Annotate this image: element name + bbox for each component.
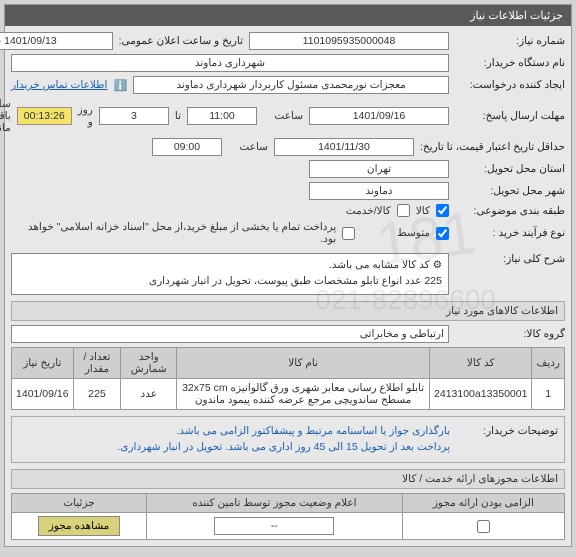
req-no-field: 1101095935000048 bbox=[249, 32, 449, 50]
buyer-note-label: توضیحات خریدار: bbox=[458, 423, 558, 457]
budget-opt2: کالا/خدمت bbox=[346, 205, 391, 217]
perm-table: الزامی بودن ارائه مجوزاعلام وضعیت مجوز ت… bbox=[11, 493, 565, 540]
goods-section-title: اطلاعات کالاهای مورد نیاز bbox=[11, 301, 565, 321]
group-label: گروه کالا: bbox=[455, 328, 565, 340]
buyer-note-box: توضیحات خریدار: بارگذاری جواز یا اساسنام… bbox=[11, 416, 565, 464]
goods-col: تاریخ نیاز bbox=[12, 347, 74, 378]
perm-required-chk[interactable] bbox=[477, 520, 490, 533]
contact-link[interactable]: اطلاعات تماس خریدار bbox=[11, 79, 107, 91]
days-field: 3 bbox=[99, 107, 169, 125]
remain-label: ساعت باقی مانده bbox=[0, 98, 11, 134]
pub-date-label: تاریخ و ساعت اعلان عمومی: bbox=[119, 35, 243, 47]
countdown: 00:13:26 bbox=[17, 107, 72, 125]
group-value: ارتباطی و مخابراتی bbox=[11, 325, 449, 343]
main-panel: جزئیات اطلاعات نیاز شماره نیاز: 11010959… bbox=[4, 4, 572, 547]
budget-chk2[interactable] bbox=[397, 204, 410, 217]
budget-chk1[interactable] bbox=[436, 204, 449, 217]
time-label-1: ساعت bbox=[263, 110, 303, 122]
info-icon: ℹ️ bbox=[113, 79, 127, 92]
process-note: پرداخت تمام یا بخشی از مبلغ خرید،از محل … bbox=[11, 221, 336, 245]
days-to: تا bbox=[175, 110, 181, 122]
deliv-prov-label: استان محل تحویل: bbox=[455, 163, 565, 175]
budget-label: طبقه بندی موضوعی: bbox=[455, 205, 565, 217]
process-opt1: متوسط bbox=[397, 227, 430, 239]
validity-label: حداقل تاریخ اعتبار قیمت، تا تاریخ: bbox=[420, 141, 565, 153]
deliv-city-label: شهر محل تحویل: bbox=[455, 185, 565, 197]
perm-status: -- bbox=[214, 517, 334, 535]
desc-icon-text: کد کالا مشابه می باشد. bbox=[329, 259, 430, 271]
creator-label: ایجاد کننده درخواست: bbox=[455, 79, 565, 91]
panel-title: جزئیات اطلاعات نیاز bbox=[5, 5, 571, 26]
deliv-city: دماوند bbox=[309, 182, 449, 200]
req-no-label: شماره نیاز: bbox=[455, 35, 565, 47]
validity-time: 09:00 bbox=[152, 138, 222, 156]
deadline-time: 11:00 bbox=[187, 107, 257, 125]
perm-col: الزامی بودن ارائه مجوز bbox=[402, 494, 564, 513]
deadline-date: 1401/09/16 bbox=[309, 107, 449, 125]
perm-col: جزئیات bbox=[12, 494, 147, 513]
buyer-label: نام دستگاه خریدار: bbox=[455, 57, 565, 69]
deliv-prov: تهران bbox=[309, 160, 449, 178]
process-chk2[interactable] bbox=[342, 227, 355, 240]
days-after: روز و bbox=[78, 104, 93, 128]
process-label: نوع فرآیند خرید : bbox=[455, 227, 565, 239]
process-chk1[interactable] bbox=[436, 227, 449, 240]
goods-col: نام کالا bbox=[177, 347, 430, 378]
goods-col: کد کالا bbox=[430, 347, 532, 378]
perm-row: -- مشاهده مجوز bbox=[12, 513, 565, 540]
buyer-field: شهرداری دماوند bbox=[11, 54, 449, 72]
desc-box: ⚙ کد کالا مشابه می باشد. 225 عدد انواع ت… bbox=[11, 253, 449, 295]
budget-opt1: کالا bbox=[416, 205, 430, 217]
time-label-2: ساعت bbox=[228, 141, 268, 153]
goods-table: ردیفکد کالانام کالاواحد شمارشتعداد / مقد… bbox=[11, 347, 565, 410]
perm-section-title: اطلاعات مجوزهای ارائه خدمت / کالا bbox=[11, 469, 565, 489]
desc-label: شرح کلی نیاز: bbox=[455, 253, 565, 265]
pub-date-field: 1401/09/13 - 10:40 bbox=[0, 32, 113, 50]
validity-date: 1401/11/30 bbox=[274, 138, 414, 156]
buyer-note-text: بارگذاری جواز یا اساسنامه مرتبط و پیشفاک… bbox=[117, 423, 450, 457]
goods-col: تعداد / مقدار bbox=[73, 347, 121, 378]
table-row: 12413100a13350001تابلو اطلاع رسانی معابر… bbox=[12, 378, 565, 409]
creator-field: معجزات نورمحمدی مسئول کاربردار شهرداری د… bbox=[133, 76, 449, 94]
deadline-label: مهلت ارسال پاسخ: bbox=[455, 110, 565, 122]
goods-col: ردیف bbox=[532, 347, 565, 378]
view-permit-button[interactable]: مشاهده مجوز bbox=[38, 516, 121, 536]
perm-col: اعلام وضعیت مجوز توسط تامین کننده bbox=[147, 494, 403, 513]
desc-text: 225 عدد انواع تابلو مشخصات طبق پیوست، تح… bbox=[18, 274, 442, 290]
goods-col: واحد شمارش bbox=[121, 347, 177, 378]
